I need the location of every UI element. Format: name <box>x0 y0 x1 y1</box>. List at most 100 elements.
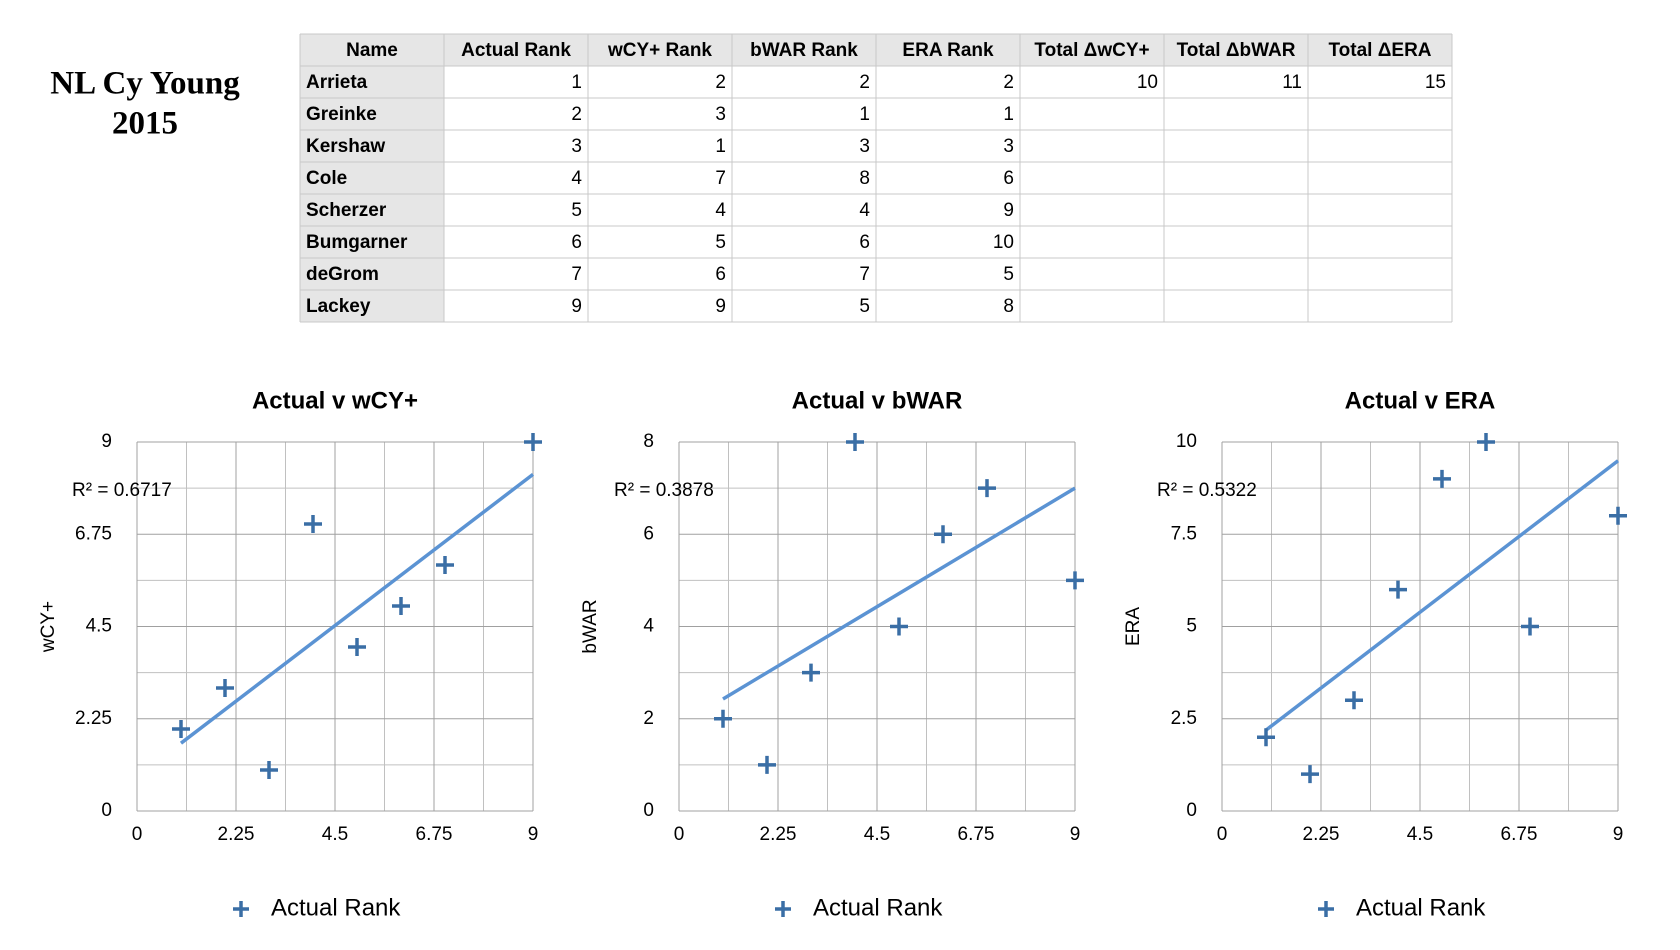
y-tick-label: 2.25 <box>75 708 112 729</box>
table-cell: 10 <box>993 232 1014 253</box>
table-header-cell: Total ΔbWAR <box>1177 40 1296 61</box>
table-cell: 9 <box>715 296 726 317</box>
table-cell: 2 <box>571 104 582 125</box>
y-tick-label: 9 <box>101 431 112 452</box>
table-cell: 6 <box>571 232 582 253</box>
table-cell: 3 <box>1003 136 1014 157</box>
y-axis-label: wCY+ <box>38 601 59 653</box>
table-cell: 8 <box>1003 296 1014 317</box>
x-tick-label: 0 <box>674 824 685 845</box>
trendline <box>179 472 535 745</box>
page-title: 2015 <box>112 106 178 142</box>
legend-label: Actual Rank <box>1356 894 1486 921</box>
data-point <box>1521 617 1539 636</box>
table-cell: 5 <box>859 296 870 317</box>
table-cell: 3 <box>715 104 726 125</box>
data-point <box>758 755 776 774</box>
table-cell: 1 <box>715 136 726 157</box>
table-name-cell: Kershaw <box>306 136 385 157</box>
table-header-cell: bWAR Rank <box>750 40 858 61</box>
x-tick-label: 4.5 <box>1407 824 1433 845</box>
x-tick-label: 4.5 <box>864 824 890 845</box>
table-header-cell: Total ΔwCY+ <box>1034 40 1149 61</box>
table-cell: 3 <box>859 136 870 157</box>
table-cell: 1 <box>571 72 582 93</box>
x-tick-label: 6.75 <box>416 824 453 845</box>
x-tick-label: 0 <box>132 824 143 845</box>
y-tick-label: 6.75 <box>75 523 112 544</box>
data-point <box>1257 728 1275 747</box>
table-name-cell: Arrieta <box>306 72 368 93</box>
table-cell: 6 <box>1003 168 1014 189</box>
y-tick-label: 7.5 <box>1171 523 1197 544</box>
legend-marker <box>1318 901 1334 917</box>
data-point <box>934 525 952 544</box>
table-cell: 2 <box>715 72 726 93</box>
y-tick-label: 2.5 <box>1171 708 1197 729</box>
y-tick-label: 5 <box>1186 616 1197 637</box>
table-name-cell: Lackey <box>306 296 371 317</box>
data-point <box>524 433 542 451</box>
data-point <box>802 663 820 682</box>
x-tick-label: 6.75 <box>958 824 995 845</box>
y-axis-label: bWAR <box>580 599 601 653</box>
x-tick-label: 9 <box>528 824 539 845</box>
y-tick-label: 0 <box>643 800 654 821</box>
legend-marker <box>233 901 249 917</box>
table-header-cell: Actual Rank <box>461 40 571 61</box>
x-tick-label: 4.5 <box>322 824 348 845</box>
chart-title: Actual v bWAR <box>792 387 963 414</box>
data-point <box>172 720 190 738</box>
trendline <box>1264 459 1620 732</box>
data-point <box>978 479 996 498</box>
table-header-cell: wCY+ Rank <box>607 40 712 61</box>
x-tick-label: 2.25 <box>1303 824 1340 845</box>
data-point <box>304 515 322 533</box>
r-squared-annotation: R² = 0.5322 <box>1157 480 1257 501</box>
table-cell: 11 <box>1282 72 1302 93</box>
y-tick-label: 4 <box>643 616 654 637</box>
table-cell: 7 <box>859 264 870 285</box>
data-point <box>1066 571 1084 590</box>
table-header-cell: Name <box>346 40 398 61</box>
data-point <box>260 761 278 779</box>
chart-title: Actual v ERA <box>1345 387 1496 414</box>
data-point <box>714 709 732 728</box>
page-title: NL Cy Young <box>50 66 240 102</box>
table-cell: 6 <box>859 232 870 253</box>
table-name-cell: Bumgarner <box>306 232 408 253</box>
legend-label: Actual Rank <box>813 894 943 921</box>
table-cell: 15 <box>1425 72 1446 93</box>
legend-marker <box>775 901 791 917</box>
y-tick-label: 10 <box>1176 431 1197 452</box>
table-cell: 5 <box>715 232 726 253</box>
y-axis-label: ERA <box>1123 607 1144 646</box>
chart-title: Actual v wCY+ <box>252 387 418 414</box>
y-tick-label: 8 <box>643 431 654 452</box>
r-squared-annotation: R² = 0.6717 <box>72 480 172 501</box>
table-header-cell: Total ΔERA <box>1328 40 1431 61</box>
x-tick-label: 9 <box>1613 824 1624 845</box>
y-tick-label: 6 <box>643 523 654 544</box>
x-tick-label: 6.75 <box>1501 824 1538 845</box>
table-cell: 1 <box>1003 104 1014 125</box>
data-point <box>1389 580 1407 599</box>
data-point <box>890 617 908 636</box>
y-tick-label: 0 <box>101 800 112 821</box>
table-cell: 4 <box>715 200 726 221</box>
legend-label: Actual Rank <box>271 894 401 921</box>
table-cell: 7 <box>571 264 582 285</box>
x-tick-label: 9 <box>1070 824 1081 845</box>
table-cell: 4 <box>571 168 582 189</box>
table-cell: 4 <box>859 200 870 221</box>
table-cell: 5 <box>1003 264 1014 285</box>
table-cell: 9 <box>1003 200 1014 221</box>
data-point <box>348 638 366 656</box>
table-name-cell: deGrom <box>306 264 379 285</box>
table-header-cell: ERA Rank <box>902 40 994 61</box>
table-cell: 3 <box>571 136 582 157</box>
table-cell: 2 <box>859 72 870 93</box>
table-cell: 8 <box>859 168 870 189</box>
